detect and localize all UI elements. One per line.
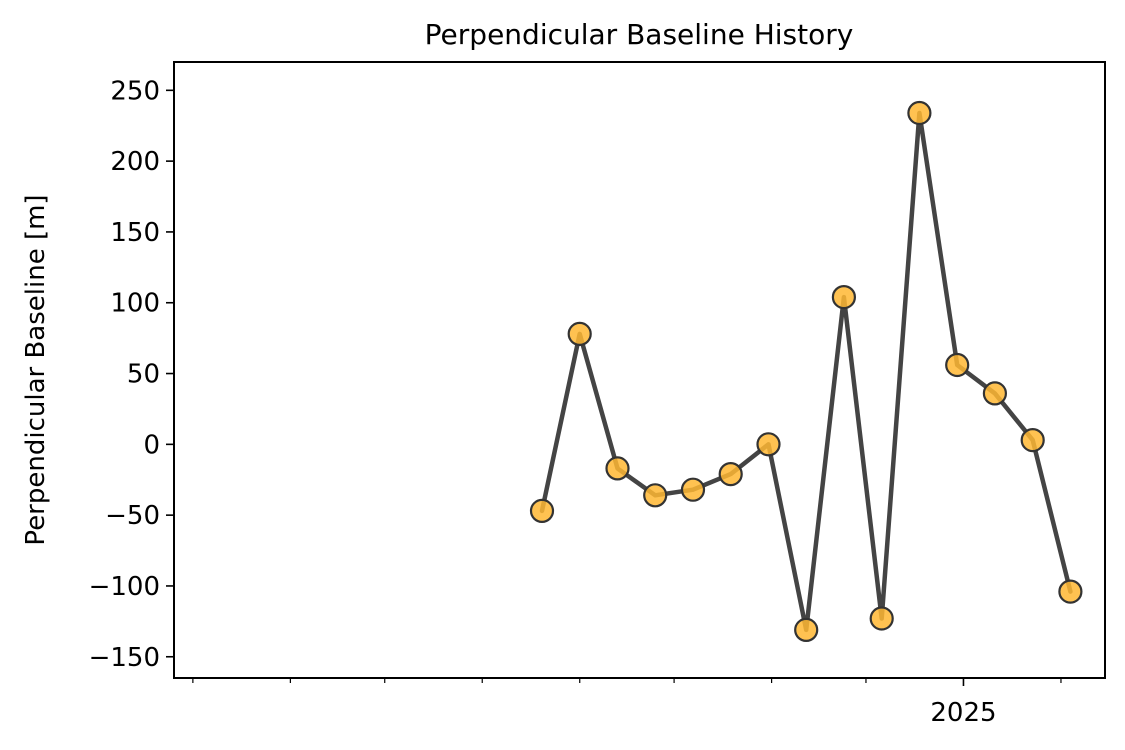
series-layer <box>529 100 1083 643</box>
data-point <box>718 462 743 487</box>
data-point <box>1020 428 1045 453</box>
data-point <box>945 352 970 378</box>
y-tick-label: 100 <box>110 289 160 319</box>
data-point <box>1058 579 1083 604</box>
data-point <box>529 498 555 523</box>
data-point <box>907 100 932 126</box>
y-tick-label: 50 <box>127 360 160 390</box>
y-tick-label: −100 <box>89 572 160 602</box>
y-tick-label: −50 <box>105 501 160 531</box>
data-point <box>680 477 706 502</box>
data-point <box>831 285 857 310</box>
data-point <box>869 606 894 631</box>
x-axis: 2025 <box>192 678 1062 728</box>
y-axis: −150 −100 −50 0 50 100 150 200 250 <box>89 76 174 673</box>
x-tick-label: 2025 <box>930 698 996 728</box>
data-point <box>643 483 668 508</box>
y-tick-label: 150 <box>110 218 160 248</box>
y-tick-label: 250 <box>110 76 160 106</box>
y-tick-label: 0 <box>143 430 160 460</box>
data-point <box>794 617 819 643</box>
chart-title: Perpendicular Baseline History <box>425 18 854 51</box>
data-point <box>756 432 781 457</box>
y-axis-label: Perpendicular Baseline [m] <box>21 194 51 545</box>
y-tick-label: 200 <box>110 147 160 177</box>
plot-area-frame <box>173 61 1106 679</box>
y-tick-label: −150 <box>89 643 160 673</box>
data-point <box>605 456 630 481</box>
data-point <box>982 381 1008 406</box>
data-point <box>567 321 592 346</box>
series-line <box>539 110 1073 633</box>
